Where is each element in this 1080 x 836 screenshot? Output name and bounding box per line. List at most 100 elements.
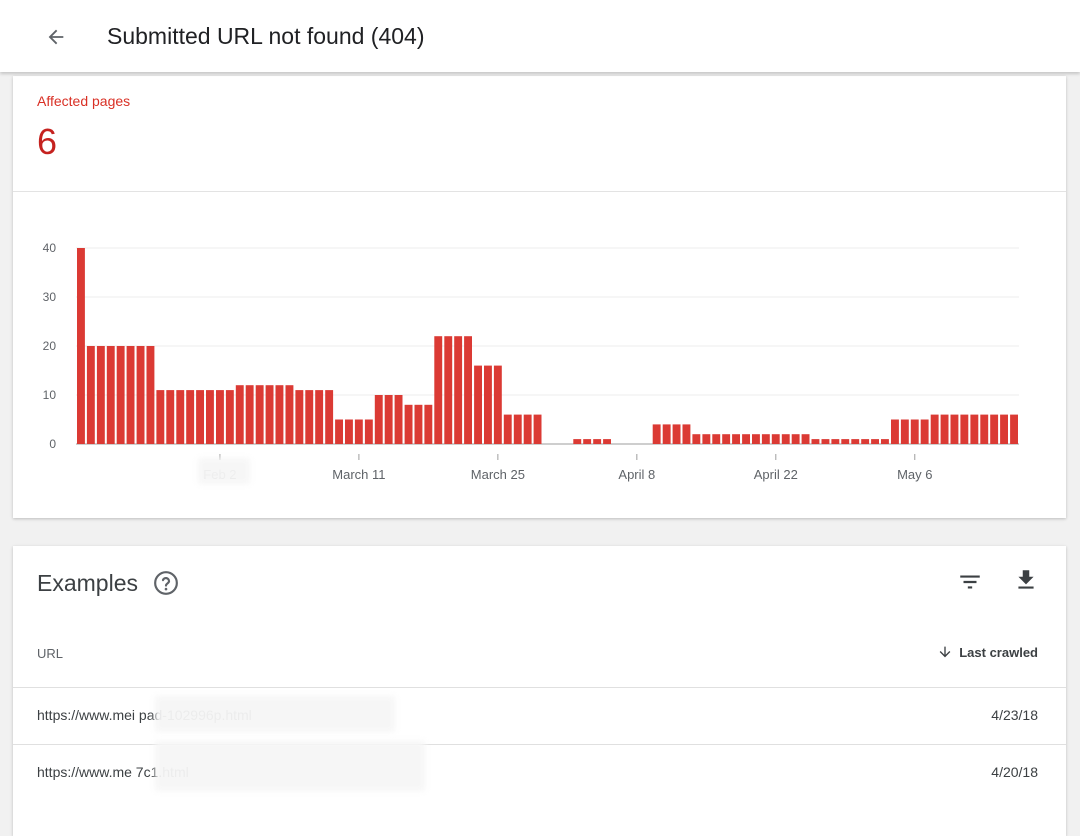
chart-bar	[364, 419, 373, 444]
chart-bar	[176, 390, 185, 444]
column-header-url[interactable]: URL	[37, 646, 64, 661]
chart-bar	[871, 439, 879, 444]
x-tick-label: March 11	[332, 467, 385, 482]
back-button[interactable]	[38, 19, 74, 55]
chart-bar	[732, 434, 740, 444]
chart-bar	[116, 346, 125, 444]
card-divider	[13, 191, 1066, 192]
sort-arrow-down-icon	[939, 646, 951, 658]
y-tick-label: 0	[49, 437, 56, 451]
chart-bar	[225, 390, 234, 444]
chart-bar	[434, 336, 443, 444]
chart-bar	[1000, 414, 1008, 444]
chart-bar	[791, 434, 800, 444]
chart-bar	[493, 365, 502, 444]
chart-bar	[752, 434, 760, 444]
chart-bar	[652, 424, 661, 444]
chart-bar	[335, 419, 343, 444]
chart-bar	[255, 385, 264, 444]
y-tick-label: 30	[43, 290, 57, 304]
chart-bar	[960, 414, 969, 444]
chart-bar	[841, 439, 850, 444]
chart-bar	[77, 248, 85, 444]
y-tick-label: 10	[43, 388, 57, 402]
x-tick-label: April 8	[618, 467, 655, 482]
chart-bar	[980, 414, 989, 444]
chart-bar	[216, 390, 224, 444]
row-url: https://www.me 7c1.html	[37, 764, 189, 780]
chart-bar	[583, 439, 592, 444]
chart-bar	[106, 346, 115, 444]
chart-bar	[345, 419, 353, 444]
chart-bar	[891, 419, 899, 444]
chart-bar	[464, 336, 472, 444]
chart-bar	[136, 346, 145, 444]
column-header-last-crawled[interactable]: Last crawled	[937, 644, 1038, 660]
chart-bar	[692, 434, 701, 444]
chart-bar	[484, 365, 492, 444]
chart-bar	[295, 390, 304, 444]
chart-bar	[394, 395, 403, 444]
filter-icon[interactable]	[957, 569, 983, 595]
chart-bar	[811, 439, 820, 444]
row-last-crawled: 4/23/18	[991, 707, 1038, 723]
help-icon[interactable]	[153, 570, 179, 596]
chart-bar	[126, 346, 135, 444]
chart-bar	[533, 414, 542, 444]
redaction-mask	[198, 458, 250, 484]
x-tick-label: April 22	[754, 467, 798, 482]
y-tick-label: 40	[43, 241, 57, 255]
chart-bar	[910, 419, 919, 444]
chart-bar	[196, 390, 204, 444]
chart-bar	[881, 439, 889, 444]
chart-bar	[186, 390, 195, 444]
chart-bar	[454, 336, 463, 444]
chart-bar	[245, 385, 254, 444]
examples-card: Examples URL Last crawled https://www.me…	[13, 546, 1066, 836]
chart-bar	[354, 419, 363, 444]
chart-bar	[444, 336, 453, 444]
chart-bar	[325, 390, 334, 444]
chart-bar	[166, 390, 175, 444]
chart-bar	[761, 434, 770, 444]
last-crawled-label: Last crawled	[959, 644, 1038, 660]
chart-bar	[603, 439, 611, 444]
chart-bar	[523, 414, 532, 444]
chart-bar	[384, 395, 393, 444]
arrow-back-icon	[48, 29, 64, 45]
chart-bar	[920, 419, 929, 444]
redaction-mask	[155, 696, 395, 732]
chart-bar	[970, 414, 979, 444]
chart-bar	[206, 390, 214, 444]
chart-bar	[722, 434, 731, 444]
chart-bar	[771, 434, 780, 444]
chart-bar	[940, 414, 949, 444]
examples-title: Examples	[37, 570, 138, 596]
chart-bar	[285, 385, 294, 444]
redaction-mask	[155, 741, 425, 791]
table-row[interactable]: https://www.me 7c1.html 4/20/18	[13, 745, 1066, 801]
chart-bar	[821, 439, 830, 444]
chart-bar	[86, 346, 95, 444]
chart-bar	[573, 439, 582, 444]
chart-bar	[712, 434, 721, 444]
chart-bar	[831, 439, 840, 444]
chart-bar	[900, 419, 909, 444]
page-title: Submitted URL not found (404)	[107, 23, 425, 49]
chart-bar	[950, 414, 959, 444]
top-bar: Submitted URL not found (404)	[0, 0, 1080, 72]
chart-bar	[156, 390, 165, 444]
chart-bar	[374, 395, 383, 444]
affected-pages-count: 6	[37, 121, 58, 162]
chart-bar	[513, 414, 522, 444]
row-divider	[13, 687, 1066, 688]
download-icon[interactable]	[1013, 567, 1039, 593]
chart-bar	[1010, 414, 1018, 444]
chart-bar	[503, 414, 512, 444]
chart-bar	[861, 439, 870, 444]
chart-bar	[404, 404, 413, 444]
chart-bar	[146, 346, 155, 444]
chart-bar	[851, 439, 860, 444]
chart-bar	[742, 434, 750, 444]
